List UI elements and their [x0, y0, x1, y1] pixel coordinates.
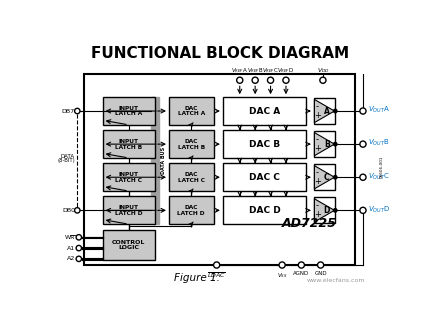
Text: DAC A: DAC A [248, 107, 280, 116]
Bar [222, 196, 305, 224]
Text: INPUT
LATCH B: INPUT LATCH B [115, 139, 142, 149]
Text: D: D [323, 206, 329, 215]
Bar [169, 196, 213, 224]
Text: DAC
LATCH C: DAC LATCH C [177, 172, 204, 183]
Text: (8-BIT): (8-BIT) [57, 158, 75, 163]
Text: AGND: AGND [292, 271, 309, 276]
Text: A1: A1 [67, 246, 75, 251]
Bar [222, 97, 305, 125]
Text: $V_{DD}$: $V_{DD}$ [316, 66, 329, 75]
Text: GND: GND [313, 271, 326, 276]
Circle shape [213, 262, 219, 268]
Text: $V_{REF}$A: $V_{REF}$A [231, 66, 248, 75]
Text: +: + [313, 111, 320, 120]
Text: $V_{REF}$C: $V_{REF}$C [261, 66, 278, 75]
Bar [102, 163, 155, 191]
Text: INPUT
LATCH A: INPUT LATCH A [115, 106, 142, 117]
Text: DATA: DATA [61, 154, 75, 159]
Polygon shape [314, 99, 334, 123]
Text: DB7: DB7 [61, 109, 75, 114]
Text: $V_{SS}$: $V_{SS}$ [276, 271, 287, 280]
Text: WR: WR [64, 235, 75, 240]
Circle shape [359, 174, 365, 180]
Circle shape [319, 77, 325, 83]
Circle shape [333, 109, 336, 113]
Text: -: - [315, 135, 318, 144]
Bar [151, 97, 159, 224]
Bar [313, 98, 335, 124]
Text: DB0: DB0 [62, 208, 75, 213]
Text: DAC D: DAC D [248, 206, 280, 215]
Text: B: B [323, 140, 329, 149]
Text: CONTROL
LOGIC: CONTROL LOGIC [112, 240, 145, 251]
Text: DAC
LATCH D: DAC LATCH D [177, 205, 205, 216]
Text: AD7225: AD7225 [281, 217, 336, 230]
Text: www.elecfans.com: www.elecfans.com [306, 278, 364, 283]
Text: DAC B: DAC B [248, 140, 280, 149]
Text: +: + [313, 211, 320, 220]
Circle shape [333, 175, 336, 179]
Text: $V_{OUT}$B: $V_{OUT}$B [368, 138, 389, 148]
Text: DAC
LATCH A: DAC LATCH A [177, 106, 204, 117]
Bar [102, 196, 155, 224]
Bar [169, 163, 213, 191]
Text: INPUT
LATCH C: INPUT LATCH C [115, 172, 142, 183]
Circle shape [74, 108, 80, 114]
Circle shape [359, 141, 365, 147]
Polygon shape [314, 199, 334, 222]
Text: $V_{REF}$B: $V_{REF}$B [246, 66, 263, 75]
Text: $V_{REF}$D: $V_{REF}$D [277, 66, 294, 75]
Bar [102, 230, 155, 260]
Circle shape [282, 77, 289, 83]
Bar [313, 164, 335, 190]
Text: $V_{OUT}$D: $V_{OUT}$D [368, 204, 390, 215]
Text: DAC C: DAC C [249, 173, 279, 182]
Polygon shape [314, 133, 334, 156]
Circle shape [317, 262, 323, 268]
Text: DATA BUS: DATA BUS [161, 147, 166, 174]
Circle shape [74, 208, 80, 213]
Circle shape [359, 207, 365, 213]
Text: $V_{OUT}$C: $V_{OUT}$C [368, 171, 389, 182]
Bar [102, 97, 155, 125]
Circle shape [267, 77, 273, 83]
Bar [84, 74, 354, 265]
Text: $\overline{LDAC}$: $\overline{LDAC}$ [207, 271, 226, 280]
Circle shape [298, 262, 304, 268]
Text: FUNCTIONAL BLOCK DIAGRAM: FUNCTIONAL BLOCK DIAGRAM [91, 46, 349, 61]
Circle shape [236, 77, 242, 83]
Text: A2: A2 [67, 256, 75, 261]
Circle shape [333, 209, 336, 212]
Text: $V_{OUT}$A: $V_{OUT}$A [368, 105, 390, 115]
Circle shape [359, 108, 365, 114]
Text: +: + [313, 144, 320, 153]
Text: DAC
LATCH B: DAC LATCH B [177, 139, 204, 149]
Text: -: - [315, 102, 318, 111]
Circle shape [76, 235, 81, 240]
Bar [222, 130, 305, 158]
Text: -: - [315, 168, 318, 177]
Bar [313, 197, 335, 223]
Bar [102, 130, 155, 158]
Bar [222, 163, 305, 191]
Text: C: C [323, 173, 329, 182]
Text: A: A [323, 107, 329, 116]
Text: -: - [315, 201, 318, 210]
Circle shape [333, 142, 336, 146]
Circle shape [76, 245, 81, 251]
Bar [169, 97, 213, 125]
Text: 06606-001: 06606-001 [379, 156, 383, 178]
Bar [313, 131, 335, 157]
Text: Figure 1.: Figure 1. [174, 273, 220, 283]
Text: INPUT
LATCH D: INPUT LATCH D [115, 205, 142, 216]
Circle shape [76, 256, 81, 261]
Circle shape [278, 262, 285, 268]
Polygon shape [314, 166, 334, 189]
Bar [169, 130, 213, 158]
Text: +: + [313, 177, 320, 186]
Circle shape [252, 77, 258, 83]
